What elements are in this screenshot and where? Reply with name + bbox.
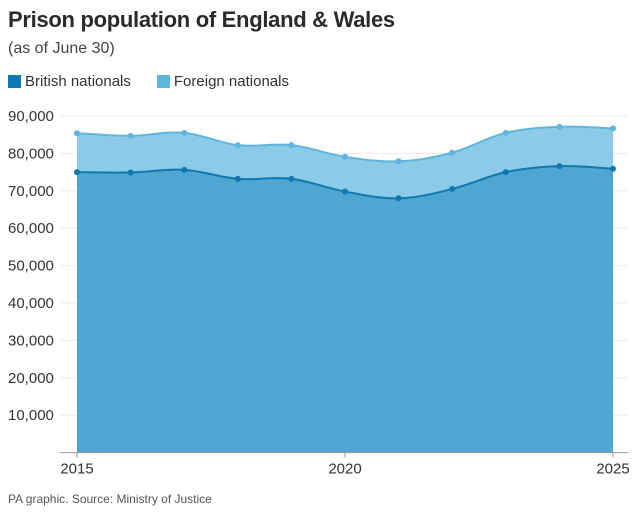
point-british-nationals	[610, 165, 616, 172]
point-british-nationals	[342, 188, 348, 195]
legend-swatch-foreign	[156, 75, 170, 88]
chart-title: Prison population of England & Wales	[8, 7, 395, 32]
legend-swatch-british	[8, 75, 21, 88]
y-tick-label: 20,000	[8, 370, 54, 387]
point-british-nationals	[556, 163, 563, 170]
source-note: PA graphic. Source: Ministry of Justice	[8, 492, 212, 506]
point-british-nationals	[234, 175, 241, 182]
legend-label-foreign: Foreign nationals	[173, 73, 289, 90]
area-foreign-nationals	[77, 126, 613, 199]
legend: British nationals Foreign nationals	[8, 73, 289, 90]
point-british-nationals	[181, 166, 188, 173]
point-british-nationals	[127, 169, 134, 176]
legend-item-british: British nationals	[8, 73, 131, 90]
point-british-nationals	[449, 185, 456, 192]
y-tick-label: 30,000	[8, 332, 54, 349]
point-foreign-nationals	[342, 153, 348, 160]
y-tick-label: 80,000	[8, 145, 54, 162]
y-tick-label: 90,000	[8, 108, 54, 125]
y-tick-label: 70,000	[8, 183, 54, 200]
area-british-nationals	[77, 166, 613, 453]
point-foreign-nationals	[288, 142, 295, 149]
x-tick-label: 2025	[596, 461, 629, 478]
point-foreign-nationals	[610, 125, 616, 132]
y-tick-label: 60,000	[8, 220, 54, 237]
point-foreign-nationals	[234, 142, 241, 149]
point-british-nationals	[502, 169, 509, 176]
point-foreign-nationals	[74, 130, 80, 137]
point-british-nationals	[288, 175, 295, 182]
point-foreign-nationals	[181, 129, 188, 136]
chart-subtitle: (as of June 30)	[8, 40, 115, 57]
y-tick-label: 50,000	[8, 258, 54, 275]
legend-label-british: British nationals	[25, 73, 131, 90]
x-tick-label: 2015	[60, 461, 93, 478]
point-foreign-nationals	[127, 132, 134, 139]
y-tick-label: 40,000	[8, 295, 54, 312]
point-british-nationals	[74, 169, 80, 176]
legend-item-foreign: Foreign nationals	[156, 73, 289, 90]
point-foreign-nationals	[502, 129, 509, 136]
point-foreign-nationals	[395, 158, 402, 165]
point-british-nationals	[395, 195, 402, 202]
x-tick-label: 2020	[328, 461, 361, 478]
y-tick-label: 10,000	[8, 407, 54, 424]
point-foreign-nationals	[449, 149, 456, 156]
point-foreign-nationals	[556, 123, 563, 130]
